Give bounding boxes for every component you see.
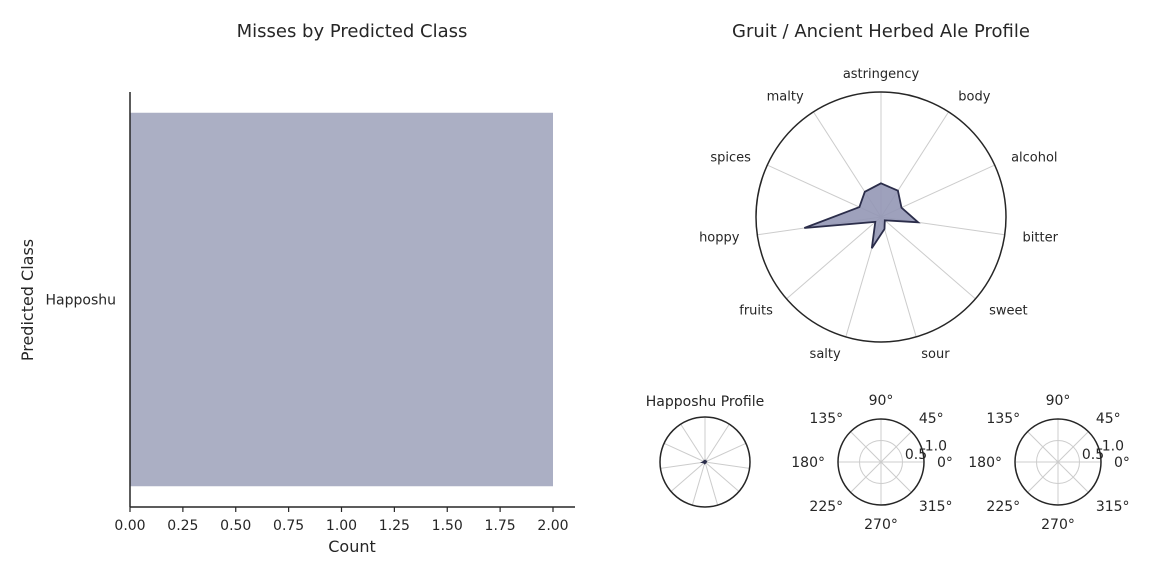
radar-small-title: Happoshu Profile bbox=[646, 394, 764, 410]
radar-axis-label: fruits bbox=[739, 304, 773, 319]
radar-axis-label: body bbox=[958, 90, 990, 105]
radar-axis-label: sour bbox=[921, 347, 950, 362]
radar-spoke bbox=[660, 461, 706, 469]
polar-radial-label: 0.5 bbox=[905, 447, 927, 463]
polar-outer-circle bbox=[1014, 418, 1102, 506]
radar-spoke bbox=[691, 461, 706, 506]
polar-angle-label: 0° bbox=[1114, 455, 1130, 471]
polar-angle-label: 180° bbox=[968, 455, 1002, 471]
x-tick-label: 1.50 bbox=[432, 518, 463, 534]
radar-axis-label: malty bbox=[767, 90, 804, 105]
radar-axis-label: hoppy bbox=[699, 230, 740, 245]
x-tick-label: 0.00 bbox=[114, 518, 145, 534]
radar-spoke bbox=[704, 461, 750, 469]
y-category-label: Happoshu bbox=[46, 293, 117, 309]
polar-angle-label: 0° bbox=[937, 455, 953, 471]
polar-angle-label: 225° bbox=[986, 499, 1020, 515]
x-tick-label: 0.25 bbox=[167, 518, 198, 534]
x-tick-label: 1.25 bbox=[379, 518, 410, 534]
x-tick-labels: 0.00 0.25 0.50 0.75 1.00 1.25 1.50 1.75 2.00 bbox=[114, 507, 569, 534]
radar-axis-label: bitter bbox=[1023, 230, 1059, 245]
y-category-labels: Happoshu bbox=[46, 293, 117, 309]
polar-outer-circle bbox=[837, 418, 925, 506]
bar-chart: Misses by Predicted Class 0.00 0.25 0.50 0.… bbox=[18, 21, 575, 556]
radar-axis-label: alcohol bbox=[1011, 151, 1057, 166]
polar-radial-label: 0.5 bbox=[1082, 447, 1104, 463]
x-tick-label: 0.50 bbox=[220, 518, 251, 534]
polar-angle-label: 135° bbox=[986, 411, 1020, 427]
polar-a: 0° 45° 90° 135° 180° 225° 270° 315° 0.51.0 bbox=[791, 393, 953, 533]
polar-angle-label: 135° bbox=[809, 411, 843, 427]
polar-ring bbox=[859, 440, 903, 484]
polar-angle-label: 225° bbox=[809, 499, 843, 515]
polar-angle-label: 45° bbox=[1096, 411, 1121, 427]
radar-spoke bbox=[680, 423, 706, 463]
polar-angle-label: 90° bbox=[869, 393, 894, 409]
radar-axis-label: sweet bbox=[989, 304, 1028, 319]
radar-spoke bbox=[704, 442, 747, 463]
radar-small: Happoshu Profile bbox=[646, 394, 764, 508]
radar-series-polygon bbox=[700, 459, 708, 465]
radar-outer-circle bbox=[755, 91, 1007, 343]
polar-radial-label: 1.0 bbox=[925, 439, 947, 455]
polar-angle-label: 270° bbox=[864, 517, 898, 533]
radar-spoke bbox=[704, 461, 740, 492]
polar-angle-label: 180° bbox=[791, 455, 825, 471]
bar-series bbox=[130, 112, 553, 487]
radar-spoke bbox=[880, 216, 976, 300]
polar-angle-label: 90° bbox=[1046, 393, 1071, 409]
radar-axis-label: salty bbox=[810, 347, 841, 362]
polar-angle-label: 270° bbox=[1041, 517, 1075, 533]
polar-angle-label: 315° bbox=[1096, 499, 1130, 515]
radar-spoke bbox=[670, 461, 706, 492]
radar-spoke bbox=[880, 216, 917, 338]
radar-outer-circle bbox=[659, 416, 751, 508]
x-tick-label: 1.00 bbox=[326, 518, 357, 534]
polar-angle-label: 45° bbox=[919, 411, 944, 427]
x-tick-label: 2.00 bbox=[537, 518, 568, 534]
polar-b: 0° 45° 90° 135° 180° 225° 270° 315° 0.51.0 bbox=[968, 393, 1130, 533]
radar-spoke bbox=[663, 442, 706, 463]
radar-axis-label: spices bbox=[710, 151, 751, 166]
bar-chart-title: Misses by Predicted Class bbox=[237, 21, 468, 42]
polar-ring bbox=[1036, 440, 1080, 484]
x-tick-label: 0.75 bbox=[273, 518, 304, 534]
bar-happoshu bbox=[130, 112, 553, 487]
polar-radial-label: 1.0 bbox=[1102, 439, 1124, 455]
y-axis-label: Predicted Class bbox=[18, 239, 37, 361]
radar-spoke bbox=[786, 216, 882, 300]
radar-spoke bbox=[704, 461, 719, 506]
x-tick-label: 1.75 bbox=[485, 518, 516, 534]
radar-axis-label: astringency bbox=[843, 67, 920, 82]
radar-series-polygon bbox=[803, 182, 921, 249]
radar-main-title: Gruit / Ancient Herbed Ale Profile bbox=[732, 21, 1030, 42]
radar-spoke bbox=[704, 423, 730, 463]
radar-main: Gruit / Ancient Herbed Ale Profile astri… bbox=[699, 21, 1059, 362]
polar-angle-label: 315° bbox=[919, 499, 953, 515]
x-axis-label: Count bbox=[328, 537, 376, 556]
